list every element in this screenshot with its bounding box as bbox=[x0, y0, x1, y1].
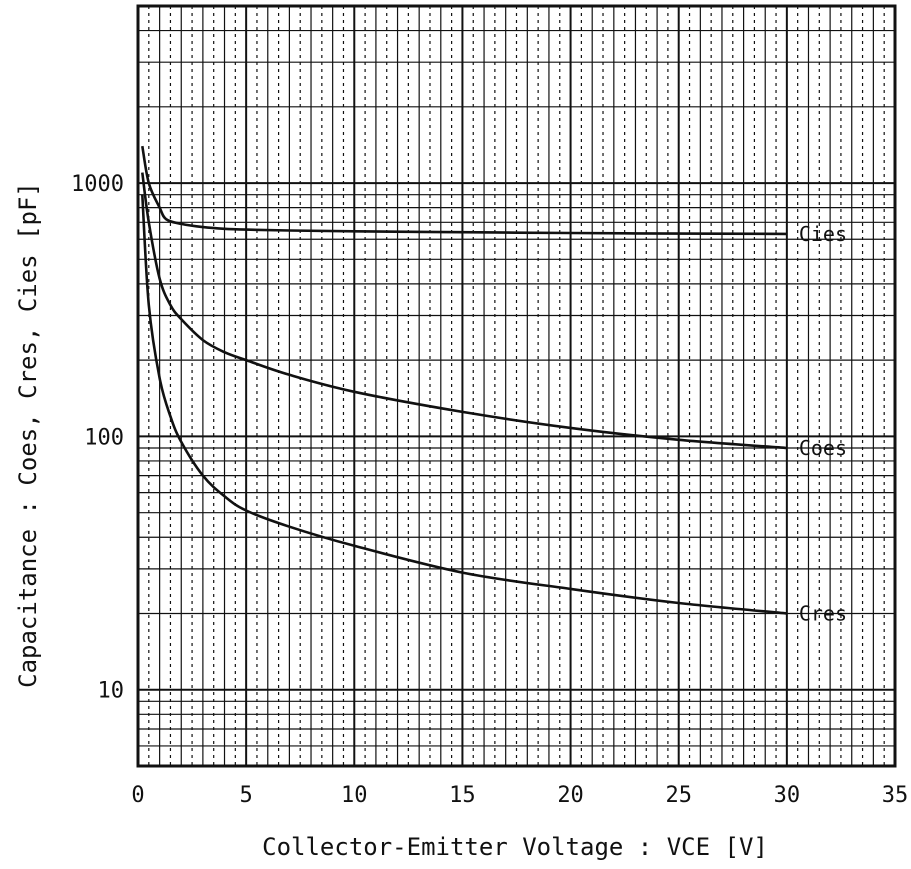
y-tick-label: 100 bbox=[84, 425, 124, 450]
chart-series-labels: Cies Coes Cres bbox=[799, 222, 847, 626]
y-tick-label: 1000 bbox=[71, 172, 124, 197]
x-tick-label: 15 bbox=[449, 783, 476, 808]
x-axis-title: Collector-Emitter Voltage : VCE [V] bbox=[262, 833, 768, 861]
x-tick-label: 30 bbox=[774, 783, 801, 808]
series-label-cres: Cres bbox=[799, 601, 847, 625]
x-tick-label: 25 bbox=[665, 783, 692, 808]
series-line-coes bbox=[141, 172, 788, 450]
x-tick-label: 10 bbox=[341, 783, 368, 808]
x-tick-label: 0 bbox=[131, 783, 144, 808]
chart-curves bbox=[141, 145, 788, 615]
y-axis-title: Capacitance : Coes, Cres, Cies [pF] bbox=[14, 182, 42, 688]
x-tick-label: 35 bbox=[882, 783, 909, 808]
series-line-cres bbox=[141, 194, 788, 615]
x-tick-label: 20 bbox=[557, 783, 584, 808]
series-label-coes: Coes bbox=[799, 436, 847, 460]
series-label-cies: Cies bbox=[799, 222, 847, 246]
series-line-cies bbox=[141, 145, 787, 236]
y-tick-label: 10 bbox=[98, 679, 125, 704]
x-tick-label: 5 bbox=[240, 783, 253, 808]
chart-grid bbox=[136, 4, 897, 768]
chart-tick-labels: 0 5 10 15 20 25 30 35 10 100 1000 bbox=[71, 172, 908, 808]
